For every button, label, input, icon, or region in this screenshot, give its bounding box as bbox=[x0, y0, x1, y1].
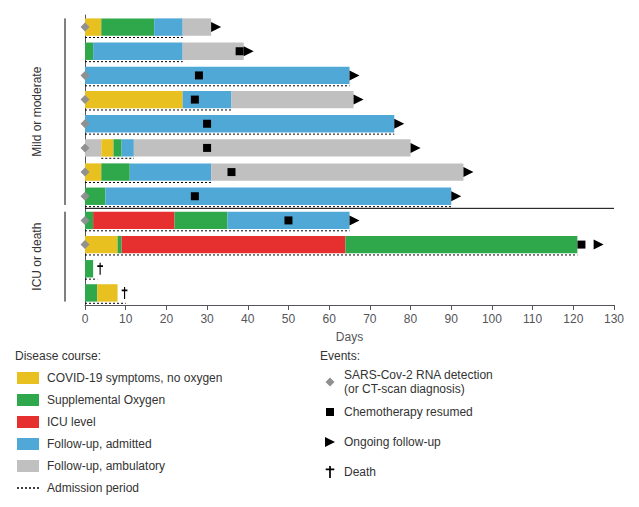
svg-text:100: 100 bbox=[482, 312, 502, 326]
svg-text:COVID-19 symptoms, no oxygen: COVID-19 symptoms, no oxygen bbox=[47, 371, 222, 385]
svg-text:Follow-up, ambulatory: Follow-up, ambulatory bbox=[47, 459, 165, 473]
svg-text:30: 30 bbox=[200, 312, 214, 326]
svg-text:120: 120 bbox=[563, 312, 583, 326]
svg-text:50: 50 bbox=[282, 312, 296, 326]
svg-text:Follow-up, admitted: Follow-up, admitted bbox=[47, 437, 152, 451]
svg-text:Death: Death bbox=[344, 465, 376, 479]
svg-text:20: 20 bbox=[160, 312, 174, 326]
svg-text:80: 80 bbox=[404, 312, 418, 326]
svg-text:130: 130 bbox=[604, 312, 624, 326]
svg-text:(or CT-scan diagnosis): (or CT-scan diagnosis) bbox=[344, 382, 465, 396]
svg-text:Mild or moderate: Mild or moderate bbox=[30, 66, 44, 156]
svg-text:70: 70 bbox=[363, 312, 377, 326]
svg-text:ICU level: ICU level bbox=[47, 415, 96, 429]
svg-text:0: 0 bbox=[82, 312, 89, 326]
svg-text:ICU or death: ICU or death bbox=[30, 223, 44, 291]
svg-text:Admission period: Admission period bbox=[47, 481, 139, 495]
svg-text:110: 110 bbox=[523, 312, 542, 326]
svg-text:40: 40 bbox=[241, 312, 255, 326]
svg-text:Disease course:: Disease course: bbox=[15, 349, 101, 363]
svg-text:90: 90 bbox=[445, 312, 459, 326]
svg-text:Days: Days bbox=[336, 330, 363, 344]
svg-text:10: 10 bbox=[119, 312, 133, 326]
svg-text:60: 60 bbox=[322, 312, 336, 326]
svg-text:Events:: Events: bbox=[320, 349, 360, 363]
svg-text:SARS-Cov-2 RNA detection: SARS-Cov-2 RNA detection bbox=[344, 368, 493, 382]
svg-text:Supplemental Oxygen: Supplemental Oxygen bbox=[47, 393, 165, 407]
svg-text:Ongoing follow-up: Ongoing follow-up bbox=[344, 435, 441, 449]
svg-text:Chemotherapy resumed: Chemotherapy resumed bbox=[344, 405, 473, 419]
